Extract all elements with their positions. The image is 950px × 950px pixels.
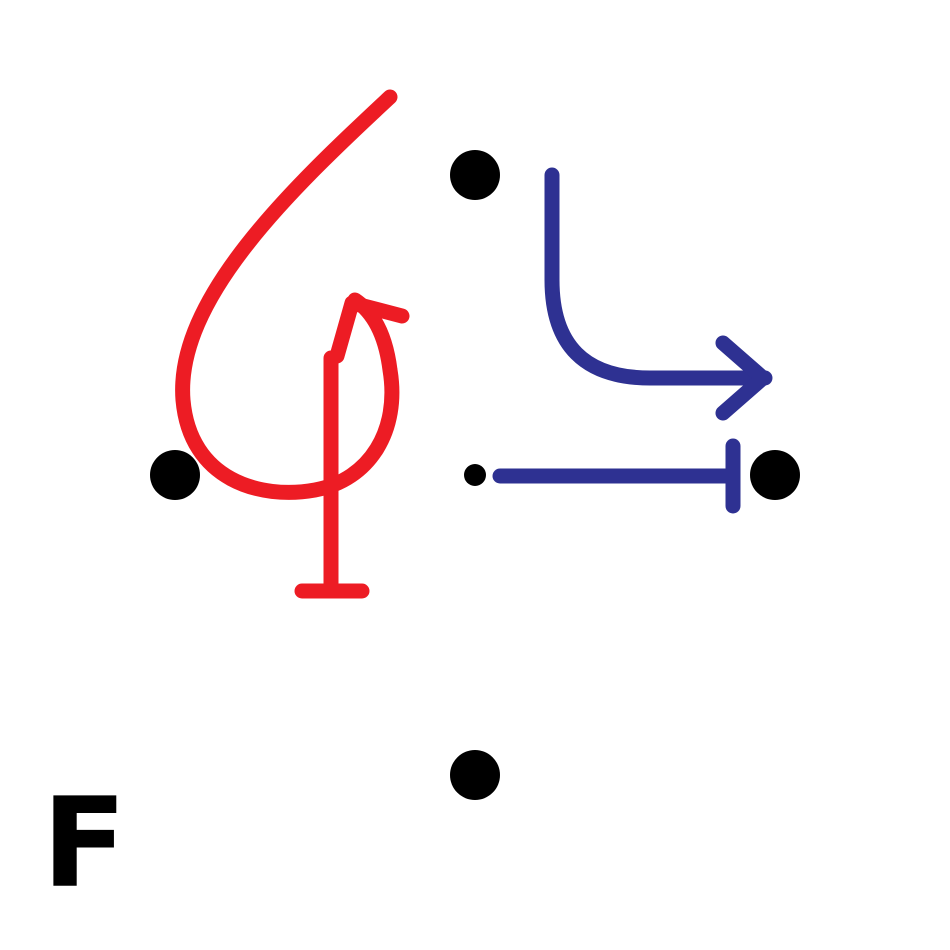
red-loop-arrowhead <box>329 295 410 364</box>
dot-center <box>464 464 486 486</box>
dot-left <box>150 450 200 500</box>
dot-top <box>450 150 500 200</box>
blue-inhibit-line <box>492 438 741 514</box>
red-loop-arrow <box>175 89 410 500</box>
dot-right <box>750 450 800 500</box>
red-inhibit-line <box>294 350 370 599</box>
blue-bent-curve <box>544 167 773 386</box>
dot-bottom <box>450 750 500 800</box>
blue-arrowhead <box>715 335 771 421</box>
blue-bent-arrow <box>544 167 773 421</box>
red-loop-curve <box>175 89 400 500</box>
panel-label: F <box>42 772 127 916</box>
